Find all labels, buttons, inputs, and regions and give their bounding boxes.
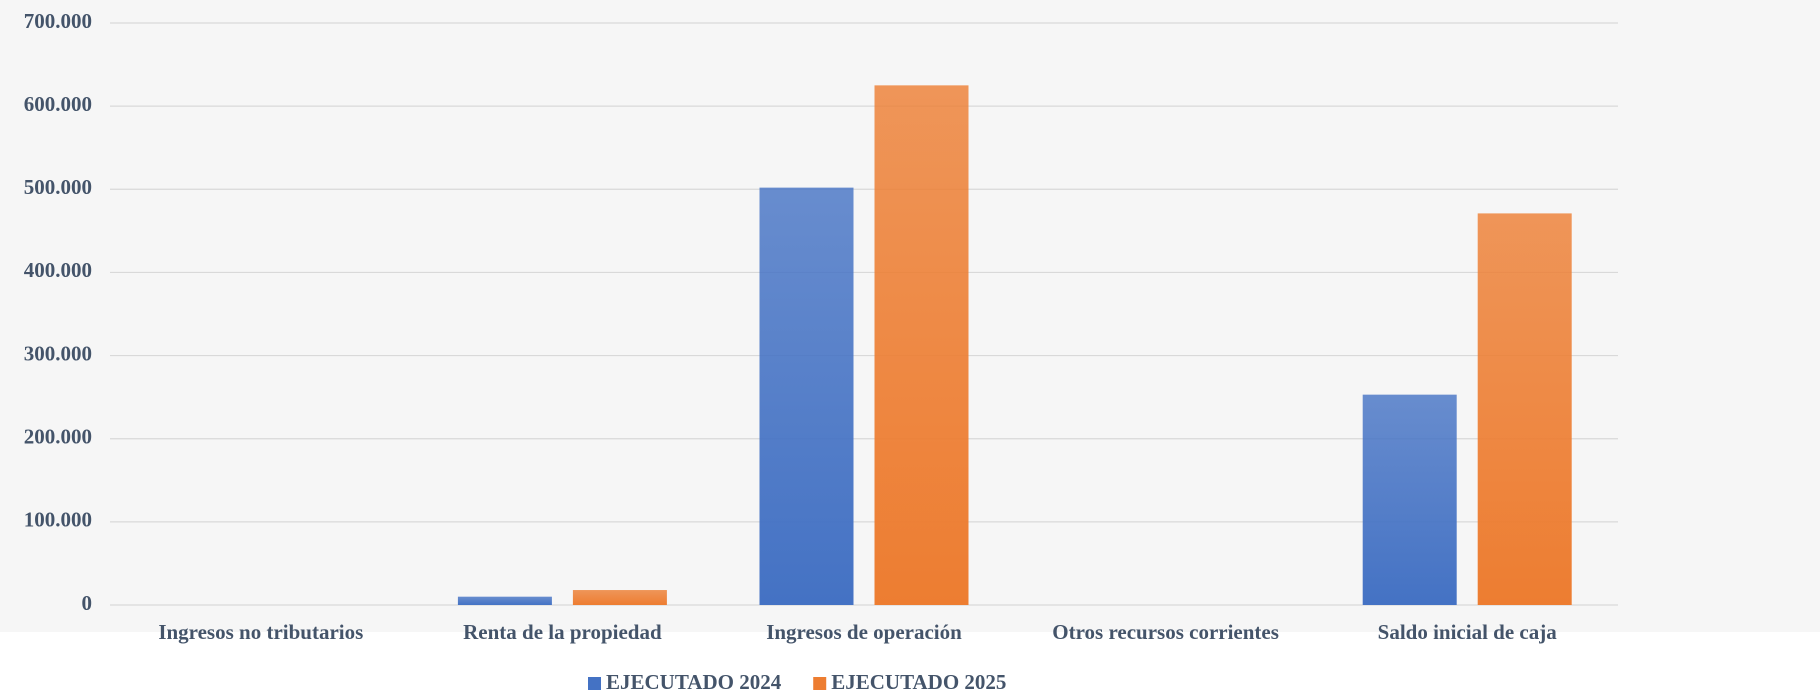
y-tick-label: 400.000 [24,258,92,282]
x-tick-label: Saldo inicial de caja [1378,620,1558,644]
bar [457,596,552,605]
y-tick-label: 0 [82,591,93,615]
bar [1477,213,1572,605]
legend-swatch [588,677,601,690]
bar [874,85,969,606]
y-tick-label: 200.000 [24,425,92,449]
bar [759,187,854,605]
x-tick-label: Otros recursos corrientes [1052,620,1279,644]
legend-swatch [813,677,827,690]
y-tick-label: 100.000 [24,508,92,532]
y-tick-label: 600.000 [24,92,92,116]
y-tick-label: 700.000 [24,9,92,33]
bar [572,590,667,605]
x-tick-label: Renta de la propiedad [463,620,662,644]
x-tick-label: Ingresos de operación [766,620,962,644]
legend-label: EJECUTADO 2025 [831,670,1006,694]
x-tick-label: Ingresos no tributarios [158,620,363,644]
bar [1362,394,1457,605]
y-tick-label: 300.000 [24,341,92,365]
legend-label: EJECUTADO 2024 [606,670,782,694]
y-tick-label: 500.000 [24,175,92,199]
